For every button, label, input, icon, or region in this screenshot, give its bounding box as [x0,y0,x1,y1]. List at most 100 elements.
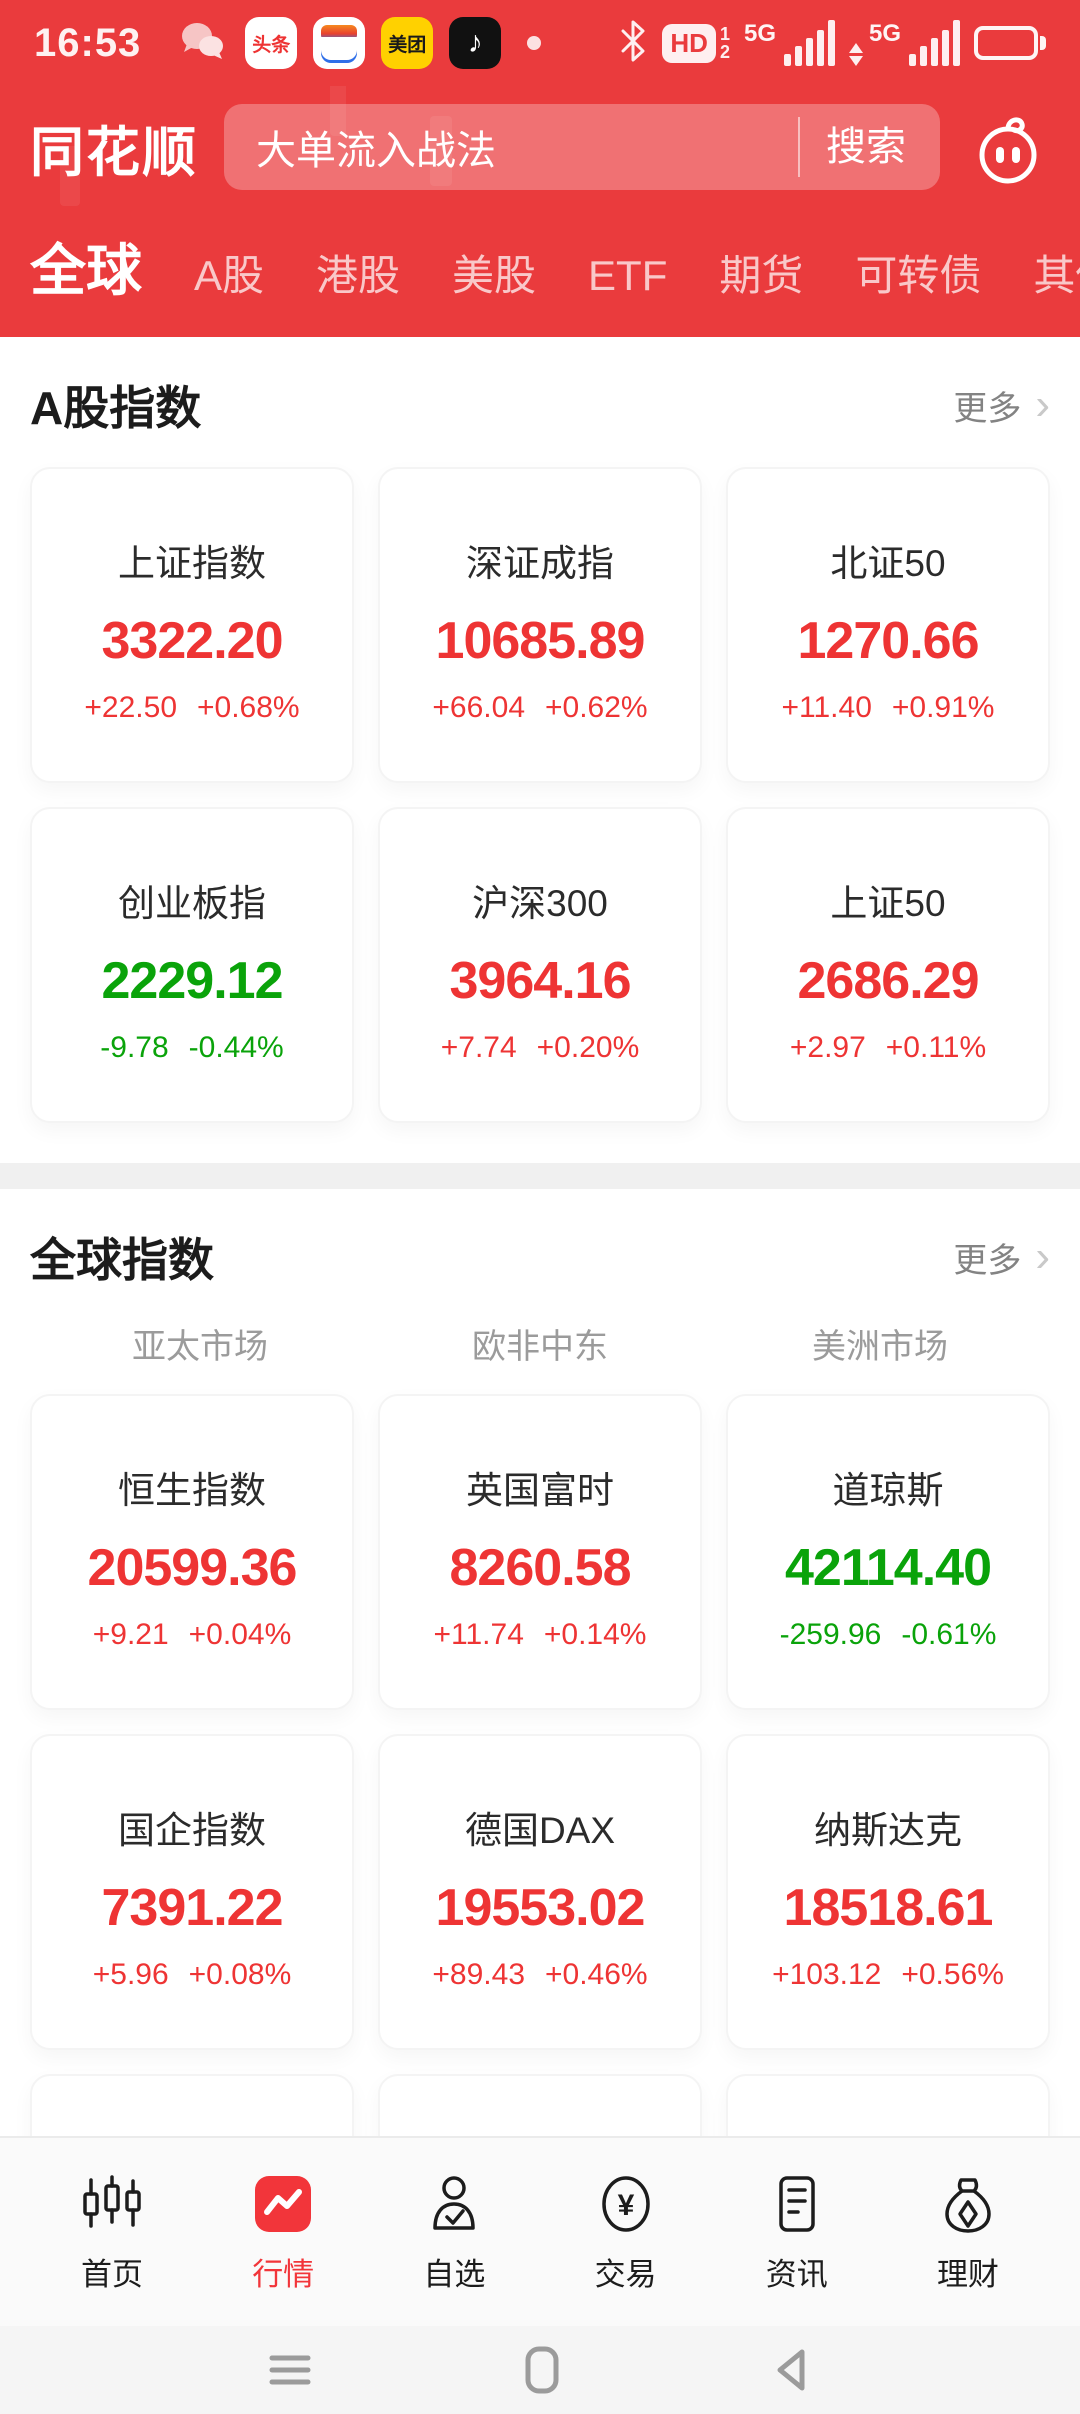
index-change: +103.12 +0.56% [734,1958,1042,1992]
change-percent: +0.91% [891,691,995,724]
tab-global[interactable]: 全球 [30,239,142,302]
sim1-signal: 5G [744,20,835,66]
search-button[interactable]: 搜索 [798,117,932,177]
sim2-signal: 5G [848,20,960,66]
change-percent: +0.04% [188,1618,292,1651]
change-percent: +0.14% [543,1618,647,1651]
nav-label: 理财 [936,2256,999,2292]
section-header: 全球指数 更多 › [30,1225,1050,1289]
market-label-americas: 美洲市场 [812,1328,948,1366]
more-button[interactable]: 更多 › [953,1233,1050,1282]
tab-a-share[interactable]: A股 [194,252,265,299]
index-value: 2229.12 [101,952,284,1010]
search-input[interactable] [256,124,798,170]
market-label-emea: 欧非中东 [472,1328,608,1366]
section-header: A股指数 更多 › [30,373,1050,437]
index-value: 3964.16 [449,952,632,1010]
index-change: +22.50 +0.68% [38,691,346,725]
index-value: 10685.89 [435,612,646,670]
meituan-icon: 美团 [381,17,434,69]
index-card-chinext[interactable]: 创业板指 2229.12 -9.78 -0.44% [30,807,354,1123]
sim2-network-label: 5G [868,20,901,47]
recents-button[interactable] [266,2348,314,2392]
tab-us[interactable]: 美股 [452,252,537,299]
tab-futures[interactable]: 期货 [719,252,804,299]
index-name: 德国DAX [464,1810,616,1851]
search-bar[interactable]: 搜索 [224,104,940,190]
tiktok-icon: ♪ [449,17,502,69]
news-document-icon [765,2171,829,2237]
change-amount: +2.97 [789,1031,866,1064]
index-name: 恒生指数 [118,1470,266,1511]
market-column-headers: 亚太市场 欧非中东 美洲市场 [30,1319,1050,1368]
index-name: 上证50 [830,883,946,924]
change-amount: +103.12 [772,1958,882,1991]
index-card-hscei[interactable]: 国企指数 7391.22 +5.96 +0.08% [30,1734,354,2050]
tab-convertible-bonds[interactable]: 可转债 [855,252,982,299]
data-arrows-icon [848,43,863,66]
yen-coin-icon: ¥ [594,2171,658,2237]
tab-etf[interactable]: ETF [588,252,668,299]
index-card-beijing-50[interactable]: 北证50 1270.66 +11.40 +0.91% [726,467,1050,783]
index-name: 国企指数 [118,1810,266,1851]
wallet-icon [313,17,366,69]
index-card-shanghai-composite[interactable]: 上证指数 3322.20 +22.50 +0.68% [30,467,354,783]
hd-sim2: 2 [719,42,730,62]
section-title: 全球指数 [30,1234,214,1286]
index-card-shenzhen-component[interactable]: 深证成指 10685.89 +66.04 +0.62% [378,467,702,783]
index-change: -9.78 -0.44% [38,1031,346,1065]
nav-item-quotes[interactable]: 行情 [223,2171,343,2294]
change-amount: +11.40 [781,691,872,724]
index-card-grid: 上证指数 3322.20 +22.50 +0.68% 深证成指 10685.89… [30,467,1050,1123]
a-share-index-section: A股指数 更多 › 上证指数 3322.20 +22.50 +0.68% 深证成… [0,337,1080,1163]
change-amount: +5.96 [92,1958,169,1991]
sim2-signal-bars [909,20,960,66]
index-value: 42114.40 [784,1539,992,1597]
index-change: +11.74 +0.14% [386,1618,694,1652]
index-value: 2686.29 [797,952,980,1010]
bluetooth-icon [618,19,648,68]
app-header: 同花顺 搜索 [0,46,1080,218]
nav-item-trade[interactable]: ¥ 交易 [566,2171,686,2294]
change-amount: +9.21 [92,1618,169,1651]
svg-text:¥: ¥ [617,2189,634,2222]
status-bar: 16:53 头条 美团 ♪ HD 1 2 5G [0,0,1080,86]
quotes-chart-icon [251,2171,315,2237]
index-card-sse-50[interactable]: 上证50 2686.29 +2.97 +0.11% [726,807,1050,1123]
nav-label: 交易 [594,2256,657,2292]
index-card-dax[interactable]: 德国DAX 19553.02 +89.43 +0.46% [378,1734,702,2050]
index-card-csi-300[interactable]: 沪深300 3964.16 +7.74 +0.20% [378,807,702,1123]
index-card-nasdaq[interactable]: 纳斯达克 18518.61 +103.12 +0.56% [726,1734,1050,2050]
back-button[interactable] [770,2346,814,2394]
chevron-right-icon: › [1035,1232,1050,1281]
index-change: +66.04 +0.62% [386,691,694,725]
nav-item-news[interactable]: 资讯 [737,2171,857,2294]
hd-voice-icon: HD 1 2 [662,23,730,63]
index-value: 3322.20 [101,612,284,670]
nav-item-wealth[interactable]: 理财 [908,2171,1028,2294]
assistant-robot-icon[interactable] [966,106,1050,188]
change-percent: -0.44% [188,1031,284,1064]
tab-other[interactable]: 其他 [1033,252,1080,299]
nav-item-home[interactable]: 首页 [52,2171,172,2294]
index-card-dow-jones[interactable]: 道琼斯 42114.40 -259.96 -0.61% [726,1394,1050,1710]
change-percent: -0.61% [901,1618,997,1651]
index-card-hang-seng[interactable]: 恒生指数 20599.36 +9.21 +0.04% [30,1394,354,1710]
market-label-apac: 亚太市场 [132,1328,268,1366]
nav-label: 首页 [81,2256,143,2292]
hd-sim1: 1 [719,24,730,44]
notification-icons: 头条 美团 ♪ [175,14,542,73]
nav-item-watchlist[interactable]: 自选 [394,2171,514,2294]
change-percent: +0.56% [901,1958,1004,1991]
change-amount: +89.43 [432,1958,525,1991]
change-percent: +0.62% [545,691,648,724]
change-amount: -9.78 [100,1031,169,1064]
watermark-candle [430,116,452,186]
home-button[interactable] [522,2344,562,2396]
index-value: 18518.61 [783,1879,994,1937]
index-card-ftse-100[interactable]: 英国富时 8260.58 +11.74 +0.14% [378,1394,702,1710]
more-button[interactable]: 更多 › [953,381,1050,430]
tab-hk[interactable]: 港股 [316,252,401,299]
section-divider [0,1163,1080,1189]
change-percent: +0.68% [197,691,300,724]
